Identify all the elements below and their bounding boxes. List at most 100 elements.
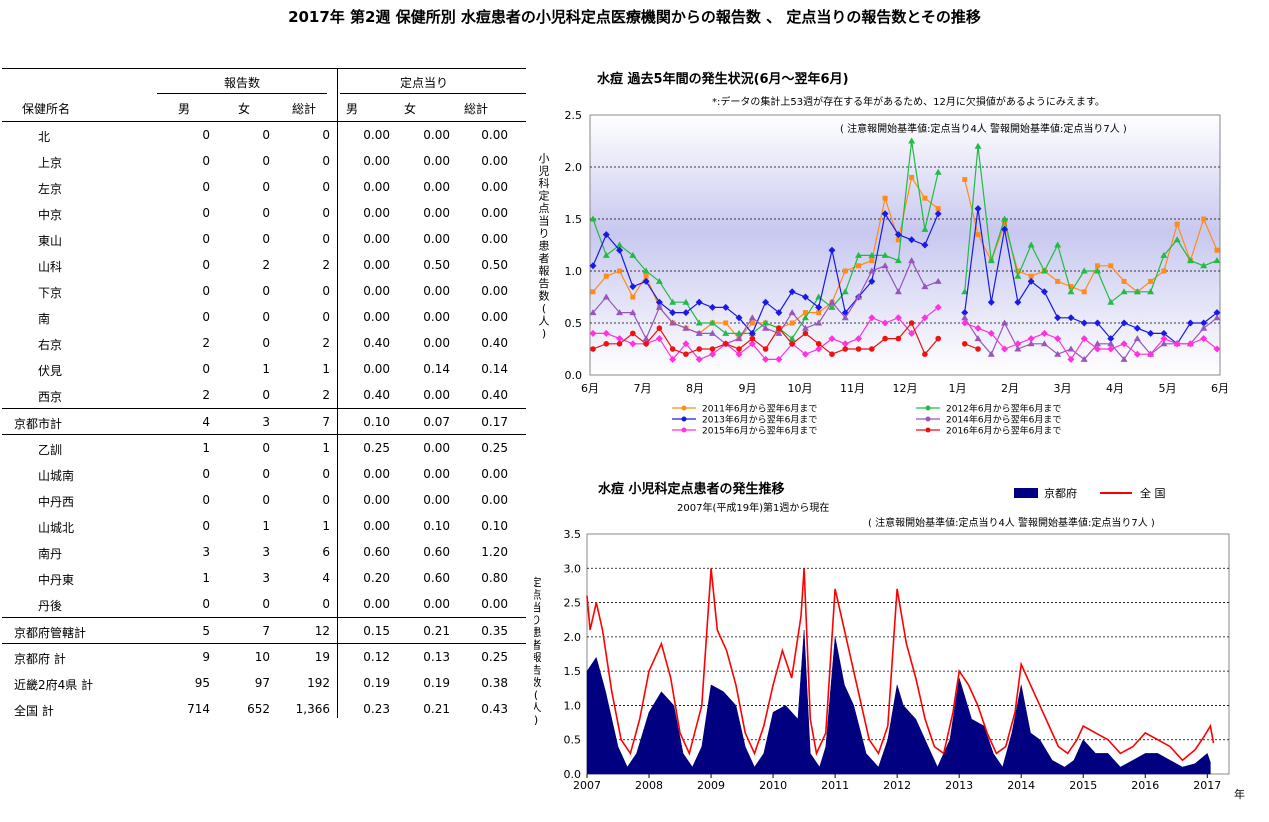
- cell-value: 0.35: [481, 624, 508, 638]
- chart1-xtick: 3月: [1054, 382, 1072, 395]
- chart1-legend-label: 2015年6月から翌年6月まで: [702, 425, 817, 437]
- cell-value: 0.00: [363, 362, 390, 376]
- cell-value: 1: [202, 441, 210, 455]
- chart1-point: [602, 329, 610, 337]
- chart1-point: [1200, 324, 1208, 331]
- chart1-ytick: 1.0: [565, 265, 583, 278]
- chart2-ytick: 3.5: [564, 528, 582, 541]
- chart1-point: [775, 329, 783, 336]
- cell-value: 0.60: [423, 571, 450, 585]
- chart1-point: [895, 237, 901, 243]
- cell-value: 0.38: [481, 676, 508, 690]
- chart1-point: [1121, 278, 1127, 284]
- chart2-ylabel-char: (: [534, 689, 538, 702]
- row-name: 西京: [38, 390, 63, 404]
- chart1-point: [1054, 350, 1062, 357]
- chart1-point: [802, 330, 809, 337]
- chart1-point: [974, 324, 982, 332]
- cell-value: 0.40: [481, 336, 508, 350]
- chart1-xtick: 12月: [893, 382, 918, 395]
- row-name: 左京: [38, 182, 63, 196]
- cell-value: 0.00: [481, 284, 508, 298]
- cell-value: 2: [262, 258, 270, 272]
- chart1-point: [1081, 289, 1087, 295]
- chart1-point: [589, 262, 597, 270]
- chart1-point: [801, 314, 809, 321]
- chart1-point: [868, 267, 876, 274]
- cell-value: 0: [202, 493, 210, 507]
- chart1-point: [1200, 335, 1208, 343]
- chart1-point: [801, 293, 809, 301]
- chart1-point: [961, 309, 969, 317]
- chart1-point: [1067, 355, 1075, 363]
- chart1-legend-marker: [681, 427, 687, 433]
- row-name: 中丹東: [38, 573, 75, 587]
- cell-value: 0.10: [423, 519, 450, 533]
- chart1-xtick: 4月: [1106, 382, 1124, 395]
- chart1-point: [776, 325, 782, 331]
- chart2-line-national: [586, 568, 1215, 762]
- chart1-legend-label: 2014年6月から翌年6月まで: [946, 414, 1061, 426]
- chart1-xtick: 1月: [949, 382, 967, 395]
- row-name: 全国 計: [14, 704, 54, 718]
- cell-value: 0: [262, 467, 270, 481]
- chart1-point: [1027, 340, 1035, 347]
- cell-value: 3: [262, 545, 270, 559]
- cell-value: 0.00: [423, 467, 450, 481]
- cell-value: 0: [322, 493, 330, 507]
- cell-value: 12: [314, 624, 330, 638]
- chart1-point: [735, 350, 743, 358]
- cell-value: 2: [202, 336, 210, 350]
- cell-value: 0.25: [363, 441, 390, 455]
- chart1-legend-marker: [925, 416, 931, 422]
- chart1-ylabel-char: 点: [539, 202, 550, 215]
- chart1-point: [1054, 241, 1062, 248]
- chart1-point: [642, 335, 650, 342]
- chart1-point: [1120, 319, 1128, 327]
- chart2-svg: 0.0 0.5 1.0 1.5 2.0 2.5 3.0 3.5 2007 2008 2009 2010…: [534, 486, 1245, 801]
- chart2-threshold-note: ( 注意報開始基準値:定点当り4人 警報開始基準値:定点当り7人 ): [868, 516, 1155, 529]
- chart1-point: [1160, 340, 1168, 347]
- chart1-point: [748, 340, 756, 348]
- chart1-point: [735, 329, 743, 336]
- cell-value: 1: [262, 362, 270, 376]
- chart1-point: [669, 355, 677, 363]
- chart1-point: [1107, 345, 1115, 353]
- chart1-point: [669, 346, 676, 352]
- cell-value: 3: [262, 571, 270, 585]
- chart1-ylabel-char: 数: [539, 290, 550, 303]
- table-row: 乙訓 1 0 1 0.25 0.00 0.25: [2, 435, 526, 461]
- chart1-point: [695, 355, 703, 363]
- chart2-title: 水痘 小児科定点患者の発生推移: [598, 482, 785, 497]
- col-header-rate-female: 女: [404, 102, 417, 116]
- chart1-point: [1200, 262, 1208, 269]
- chart1-svg: 0.0 0.5 1.0 1.5 2.0 2.5 6月 7月 8月 9月 10月 11月 12月 1月 2月 3…: [539, 109, 1230, 437]
- cell-value: 0: [202, 467, 210, 481]
- cell-value: 0.00: [481, 180, 508, 194]
- cell-value: 2: [322, 388, 330, 402]
- chart2-ylabel-char: 数: [534, 676, 542, 689]
- table-row: 北 0 0 0 0.00 0.00 0.00: [2, 122, 526, 148]
- chart1-ylabel-char: 者: [539, 252, 550, 265]
- chart2-ylabel-char: 人: [534, 701, 542, 714]
- chart1-point: [1120, 340, 1128, 348]
- chart1-point: [1014, 298, 1022, 306]
- cell-value: 0.20: [363, 571, 390, 585]
- chart1-point: [749, 335, 756, 342]
- chart1-point: [828, 246, 836, 254]
- cell-value: 0.00: [363, 206, 390, 220]
- table-row: 近畿2府4県 計 95 97 192 0.19 0.19 0.38: [2, 670, 526, 696]
- chart1-point: [1015, 268, 1021, 274]
- chart1-point: [816, 310, 822, 316]
- chart1-point: [1160, 335, 1168, 343]
- chart1-point: [736, 346, 742, 352]
- cell-value: 0.12: [363, 650, 390, 664]
- chart1-point: [589, 215, 597, 222]
- chart1-point: [1094, 267, 1102, 274]
- chart1-point: [788, 309, 796, 316]
- chart1-point: [762, 355, 770, 363]
- chart1-point: [922, 195, 928, 201]
- cell-value: 0: [202, 258, 210, 272]
- chart1-point: [1054, 314, 1062, 322]
- cell-value: 10: [254, 650, 270, 664]
